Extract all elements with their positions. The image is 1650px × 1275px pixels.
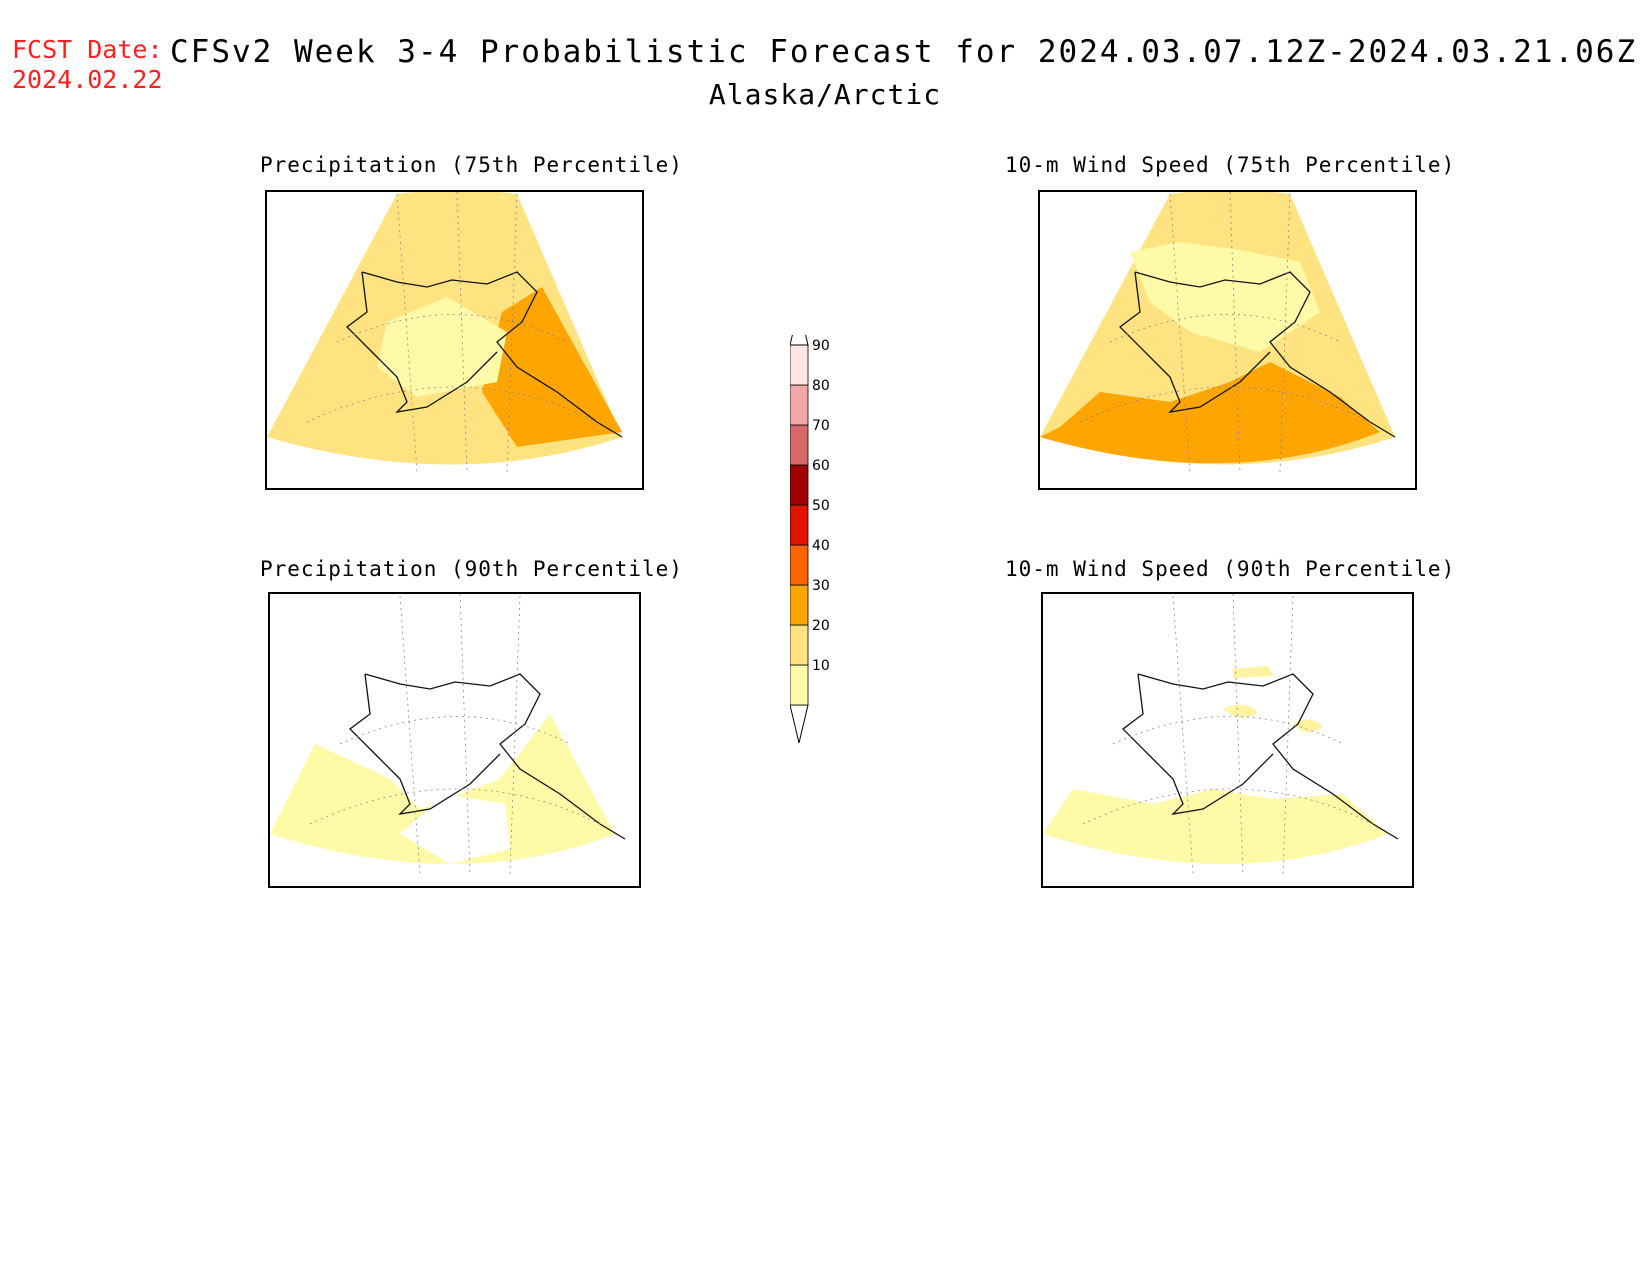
high-probability-area	[1040, 362, 1380, 464]
map-wind75	[1040, 192, 1396, 473]
alaska-coastline	[1122, 673, 1399, 840]
forecast-date-label: FCST Date:	[12, 35, 163, 64]
colorbar-tick-label: 90	[812, 338, 830, 354]
panel-title-wind75: 10-m Wind Speed (75th Percentile)	[1005, 153, 1456, 177]
colorbar: 10 20 30 40 50 60 70 80 90	[789, 306, 880, 745]
colorbar-tick-label: 80	[812, 378, 830, 394]
colorbar-upper-tail	[789, 306, 809, 346]
colorbar-lower-tail	[789, 704, 809, 744]
colorbar-svg: 10 20 30 40 50 60 70 80 90	[789, 306, 830, 744]
panel-title-precip90: Precipitation (90th Percentile)	[260, 557, 683, 581]
alaska-coastline	[1119, 271, 1396, 438]
region-subtitle: Alaska/Arctic	[708, 78, 942, 111]
page-title: CFSv2 Week 3-4 Probabilistic Forecast fo…	[170, 34, 1638, 70]
low-probability-area	[1130, 242, 1320, 352]
graticule	[309, 594, 601, 875]
colorbar-swatch	[789, 504, 809, 546]
graticule	[1082, 594, 1374, 875]
colorbar-tick-label: 20	[812, 618, 830, 634]
alaska-coastline	[346, 271, 623, 438]
forecast-domain	[270, 714, 615, 864]
panel-title-precip75: Precipitation (75th Percentile)	[260, 153, 683, 177]
colorbar-swatch	[789, 464, 809, 506]
colorbar-swatch	[789, 424, 809, 466]
high-probability-area	[1223, 666, 1323, 733]
colorbar-swatch	[789, 664, 809, 706]
colorbar-swatch	[789, 384, 809, 426]
colorbar-swatch	[789, 544, 809, 586]
colorbar-swatch	[789, 344, 809, 386]
colorbar-tick-label: 50	[812, 498, 830, 514]
colorbar-tick-label: 10	[812, 658, 830, 674]
graticule	[1079, 192, 1371, 473]
low-probability-area	[400, 794, 510, 864]
map-precip90	[270, 594, 626, 875]
colorbar-swatch	[789, 584, 809, 626]
map-panel-wind75	[1038, 190, 1417, 490]
forecast-domain	[1043, 789, 1388, 864]
graticule	[306, 192, 598, 473]
forecast-date-value: 2024.02.22	[12, 65, 163, 94]
colorbar-tick-label: 40	[812, 538, 830, 554]
panel-title-wind90: 10-m Wind Speed (90th Percentile)	[1005, 557, 1456, 581]
low-probability-area	[377, 297, 507, 397]
colorbar-swatch	[789, 624, 809, 666]
colorbar-tick-label: 30	[812, 578, 830, 594]
map-panel-precip90	[268, 592, 641, 888]
map-wind90	[1043, 594, 1399, 875]
colorbar-tick-label: 70	[812, 418, 830, 434]
map-panel-precip75	[265, 190, 644, 490]
map-precip75	[267, 192, 623, 473]
alaska-coastline	[349, 673, 626, 840]
high-probability-area	[482, 287, 622, 447]
map-panel-wind90	[1041, 592, 1414, 888]
colorbar-tick-label: 60	[812, 458, 830, 474]
